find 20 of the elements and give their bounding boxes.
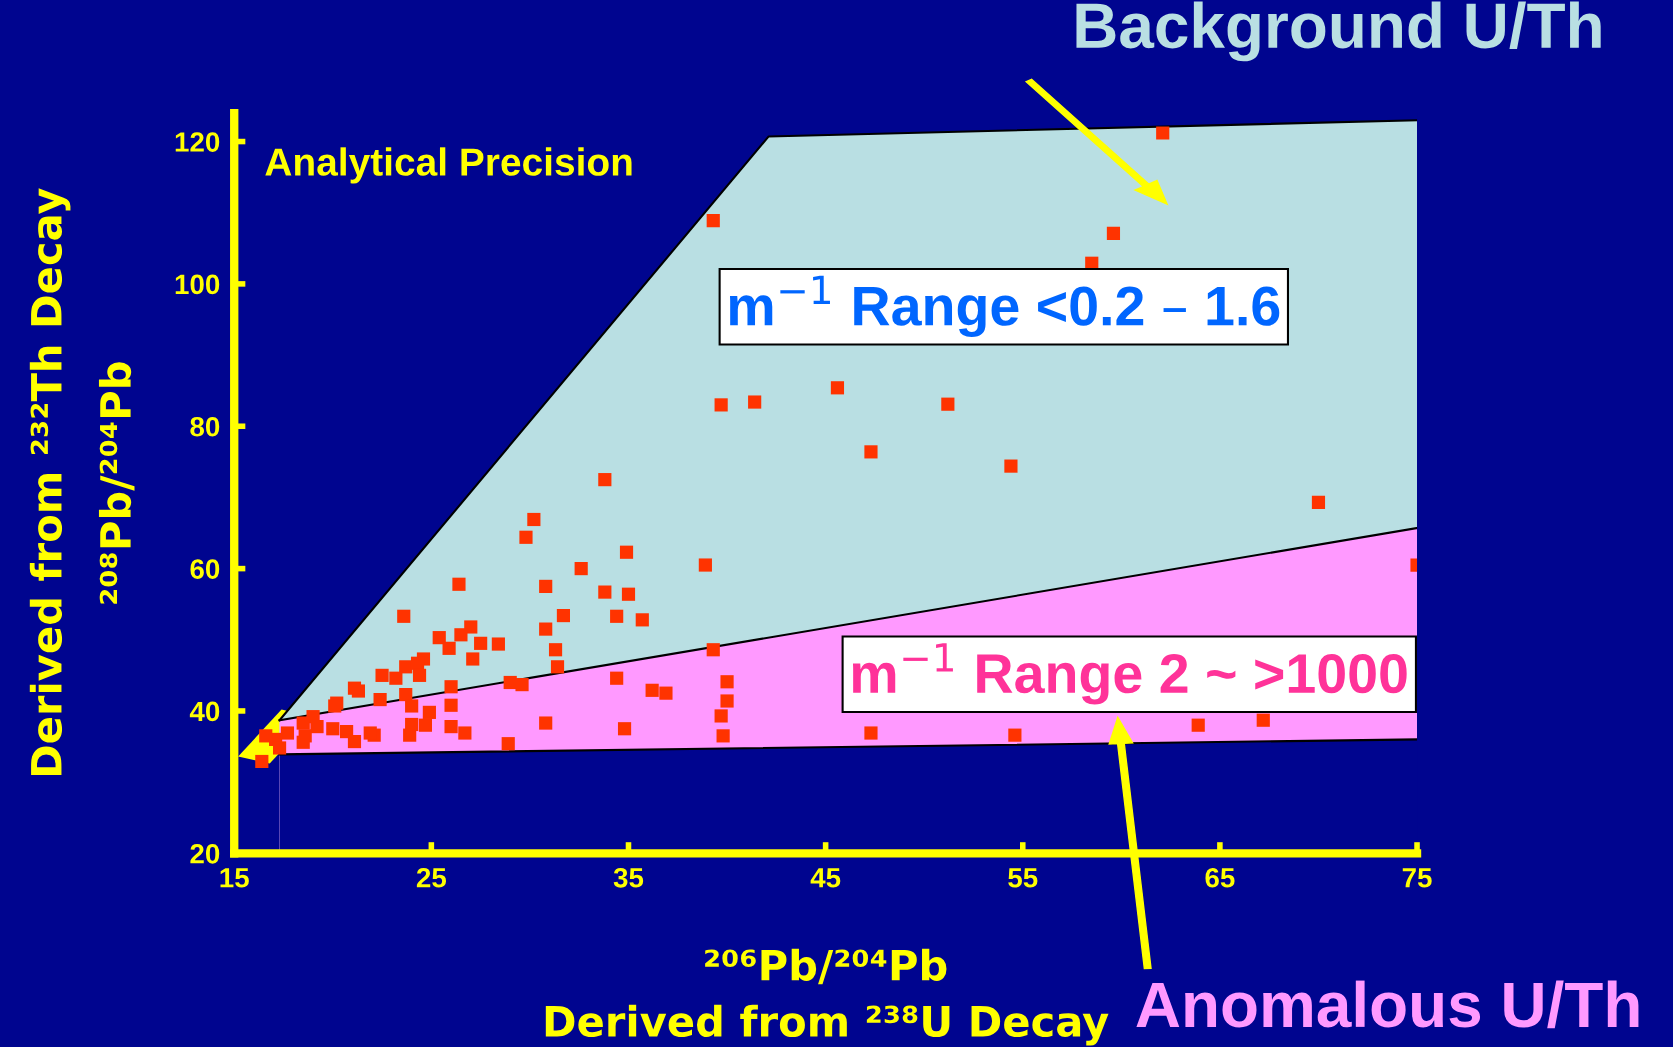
y-axis-title: Derived from ²³²Th Decay ²⁰⁸Pb/²⁰⁴Pb	[29, 188, 135, 776]
text: Anomalous U/Th	[1136, 980, 1639, 1029]
y-tick-label: 100	[175, 274, 220, 295]
annotation: m$^{−1}$ Range 2 ~ >1000	[852, 643, 1407, 705]
y-tick-label: 40	[189, 701, 220, 722]
text: Background U/Th	[1076, 1, 1601, 62]
y-tick-label: 60	[190, 559, 220, 579]
x-tick-label: 65	[1205, 867, 1235, 888]
x-tick-label: 55	[1008, 868, 1038, 888]
x-tick-label: 25	[416, 867, 447, 888]
x-axis-title: ²⁰⁶Pb/²⁰⁴Pb Derived from ²³⁸U Decay	[545, 948, 1109, 1046]
y-tick-label: 20	[190, 843, 220, 864]
annotation: Analytical Precision	[265, 147, 632, 184]
y-tick-label: 120	[175, 132, 220, 152]
x-tick-label: 35	[613, 867, 644, 888]
x-tick-label: 75	[1402, 868, 1432, 888]
annotation: m$^{−1}$ Range <0.2 – 1.6	[729, 275, 1280, 338]
x-tick-label: 45	[810, 868, 841, 888]
x-tick-label: 15	[220, 868, 249, 888]
y-tick-label: 80	[190, 416, 220, 437]
